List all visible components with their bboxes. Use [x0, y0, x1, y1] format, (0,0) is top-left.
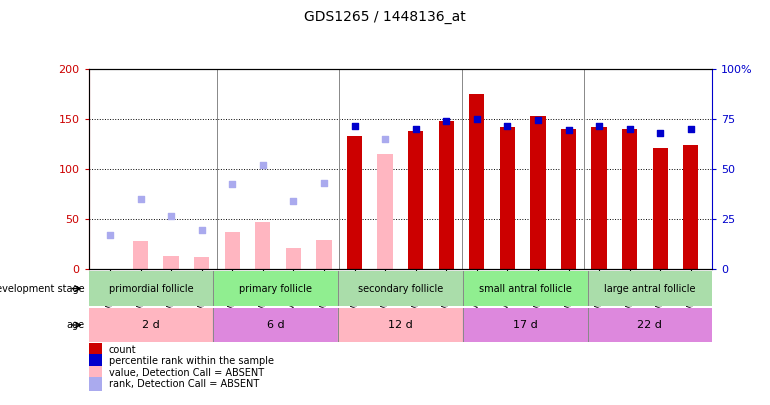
Bar: [225, 232, 240, 269]
Bar: [588, 271, 712, 306]
Text: small antral follicle: small antral follicle: [479, 284, 571, 294]
Point: [440, 118, 453, 124]
Bar: [255, 222, 270, 269]
Point: [287, 198, 300, 205]
Point: [134, 196, 146, 202]
Text: percentile rank within the sample: percentile rank within the sample: [109, 356, 273, 366]
Bar: [347, 136, 362, 269]
Point: [624, 126, 636, 132]
Point: [654, 130, 667, 136]
Point: [196, 227, 208, 233]
Point: [379, 136, 391, 142]
Text: age: age: [66, 320, 85, 330]
Point: [593, 123, 605, 129]
Bar: [469, 94, 484, 269]
Bar: [591, 127, 607, 269]
Bar: [89, 308, 213, 342]
Point: [318, 180, 330, 186]
Bar: [377, 154, 393, 269]
Bar: [89, 271, 213, 306]
Text: 22 d: 22 d: [638, 320, 662, 330]
Bar: [653, 148, 668, 269]
Point: [165, 213, 177, 220]
Bar: [163, 256, 179, 269]
Bar: [213, 308, 338, 342]
Bar: [408, 131, 424, 269]
Point: [410, 126, 422, 132]
Bar: [561, 129, 576, 269]
Point: [501, 123, 514, 129]
Bar: [588, 308, 712, 342]
Text: 17 d: 17 d: [513, 320, 537, 330]
Bar: [622, 129, 638, 269]
Point: [685, 126, 697, 132]
Bar: [286, 248, 301, 269]
Point: [348, 123, 360, 129]
Text: primary follicle: primary follicle: [239, 284, 312, 294]
Bar: [338, 308, 463, 342]
Text: rank, Detection Call = ABSENT: rank, Detection Call = ABSENT: [109, 379, 259, 389]
Text: 6 d: 6 d: [267, 320, 284, 330]
Text: GDS1265 / 1448136_at: GDS1265 / 1448136_at: [304, 10, 466, 24]
Bar: [439, 121, 454, 269]
Text: secondary follicle: secondary follicle: [358, 284, 443, 294]
Point: [470, 116, 483, 122]
Text: 2 d: 2 d: [142, 320, 160, 330]
Text: 12 d: 12 d: [388, 320, 413, 330]
Point: [562, 127, 574, 133]
Text: development stage: development stage: [0, 284, 85, 294]
Bar: [683, 145, 698, 269]
Bar: [338, 271, 463, 306]
Point: [104, 232, 116, 239]
Point: [256, 162, 269, 168]
Text: count: count: [109, 345, 136, 355]
Bar: [316, 240, 332, 269]
Bar: [194, 257, 209, 269]
Bar: [213, 271, 338, 306]
Point: [226, 181, 239, 188]
Bar: [133, 241, 148, 269]
Bar: [463, 271, 588, 306]
Bar: [463, 308, 588, 342]
Point: [532, 117, 544, 123]
Bar: [500, 127, 515, 269]
Text: large antral follicle: large antral follicle: [604, 284, 695, 294]
Text: value, Detection Call = ABSENT: value, Detection Call = ABSENT: [109, 368, 263, 377]
Text: primordial follicle: primordial follicle: [109, 284, 193, 294]
Bar: [531, 116, 546, 269]
